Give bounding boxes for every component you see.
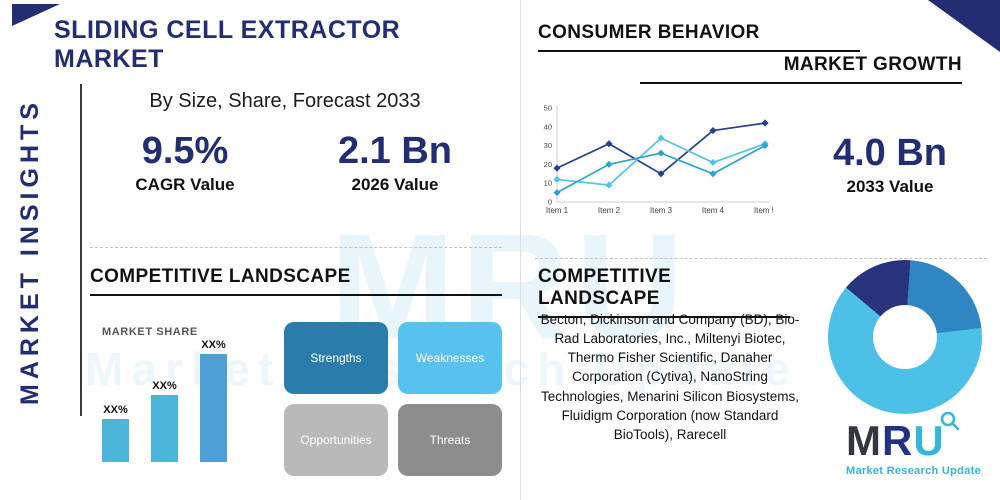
svg-text:30: 30 bbox=[544, 141, 552, 150]
page-subtitle: By Size, Share, Forecast 2033 bbox=[149, 90, 421, 112]
bar-item: XX% bbox=[151, 380, 178, 462]
cagr-value: 9.5% bbox=[141, 130, 229, 172]
vertical-divider bbox=[520, 0, 521, 500]
mru-logo-letters: MRU bbox=[846, 411, 959, 464]
line-chart-svg: 0 10 20 30 40 50 Item 1 Item 2 Item 3 Item 4 Item … bbox=[544, 104, 773, 216]
svg-text:Item 4: Item 4 bbox=[702, 206, 725, 215]
svg-text:0: 0 bbox=[548, 198, 552, 207]
market-share-title: MARKET SHARE bbox=[102, 326, 198, 338]
donut-chart bbox=[828, 260, 982, 414]
sidebar-divider-line bbox=[80, 84, 82, 416]
swot-cell: Opportunities bbox=[284, 404, 388, 476]
right-horizontal-divider bbox=[535, 258, 987, 259]
heading-market-growth: MARKET GROWTH bbox=[640, 54, 962, 84]
svg-text:50: 50 bbox=[544, 104, 552, 113]
swot-grid: Strengths Weaknesses Opportunities Threa… bbox=[284, 322, 502, 476]
heading-competitive-landscape-left: COMPETITIVE LANDSCAPE bbox=[90, 266, 502, 296]
bar-item: XX% bbox=[102, 404, 129, 462]
value-2033: 4.0 Bn bbox=[832, 132, 948, 174]
bar-chart: XX% XX% XX% bbox=[102, 338, 282, 462]
logo-letter-m: M bbox=[846, 417, 882, 464]
corner-triangle-top-right bbox=[928, 0, 1000, 52]
stat-cagr: 9.5% CAGR Value bbox=[100, 130, 270, 195]
bar-item: XX% bbox=[200, 339, 227, 462]
svg-text:10: 10 bbox=[544, 179, 552, 188]
stat-2026: 2.1 Bn 2026 Value bbox=[300, 130, 490, 195]
label-2033: 2033 Value bbox=[846, 176, 934, 196]
sidebar-vertical-label: MARKET INSIGHTS bbox=[16, 98, 44, 406]
label-2026: 2026 Value bbox=[351, 174, 439, 194]
svg-text:20: 20 bbox=[544, 160, 552, 169]
bar bbox=[102, 418, 129, 462]
mru-logo: MRU Market Research Update bbox=[846, 411, 1000, 477]
value-2026: 2.1 Bn bbox=[337, 130, 453, 172]
bar bbox=[151, 394, 178, 462]
left-horizontal-divider bbox=[90, 247, 502, 248]
logo-letter-u: U bbox=[913, 417, 945, 464]
svg-text:Item 1: Item 1 bbox=[546, 206, 569, 215]
stat-2033: 4.0 Bn 2033 Value bbox=[800, 132, 980, 197]
cagr-label: CAGR Value bbox=[135, 174, 235, 194]
svg-text:40: 40 bbox=[544, 122, 552, 131]
heading-consumer-behavior: CONSUMER BEHAVIOR bbox=[538, 22, 860, 52]
logo-letter-r: R bbox=[882, 417, 914, 464]
swot-cell: Threats bbox=[398, 404, 502, 476]
watermark-mru: MRU bbox=[330, 202, 690, 370]
swot-cell: Weaknesses bbox=[398, 322, 502, 394]
corner-triangle-top-left bbox=[12, 4, 60, 26]
svg-text:Item 3: Item 3 bbox=[650, 206, 673, 215]
magnifier-icon bbox=[940, 411, 959, 431]
bar bbox=[200, 354, 227, 462]
swot-cell: Strengths bbox=[284, 322, 388, 394]
bar-value-label: XX% bbox=[152, 379, 177, 392]
bar-value-label: XX% bbox=[201, 339, 226, 351]
svg-text:Item 2: Item 2 bbox=[598, 206, 621, 215]
svg-text:Item 5: Item 5 bbox=[754, 206, 773, 215]
heading-competitive-landscape-right: COMPETITIVE LANDSCAPE bbox=[538, 266, 790, 318]
bar-value-label: XX% bbox=[103, 403, 128, 416]
logo-tagline: Market Research Update bbox=[846, 465, 981, 477]
page-title: SLIDING CELL EXTRACTOR MARKET bbox=[54, 16, 401, 73]
companies-list: Becton, Dickinson and Company (BD), Bio-… bbox=[540, 312, 800, 442]
